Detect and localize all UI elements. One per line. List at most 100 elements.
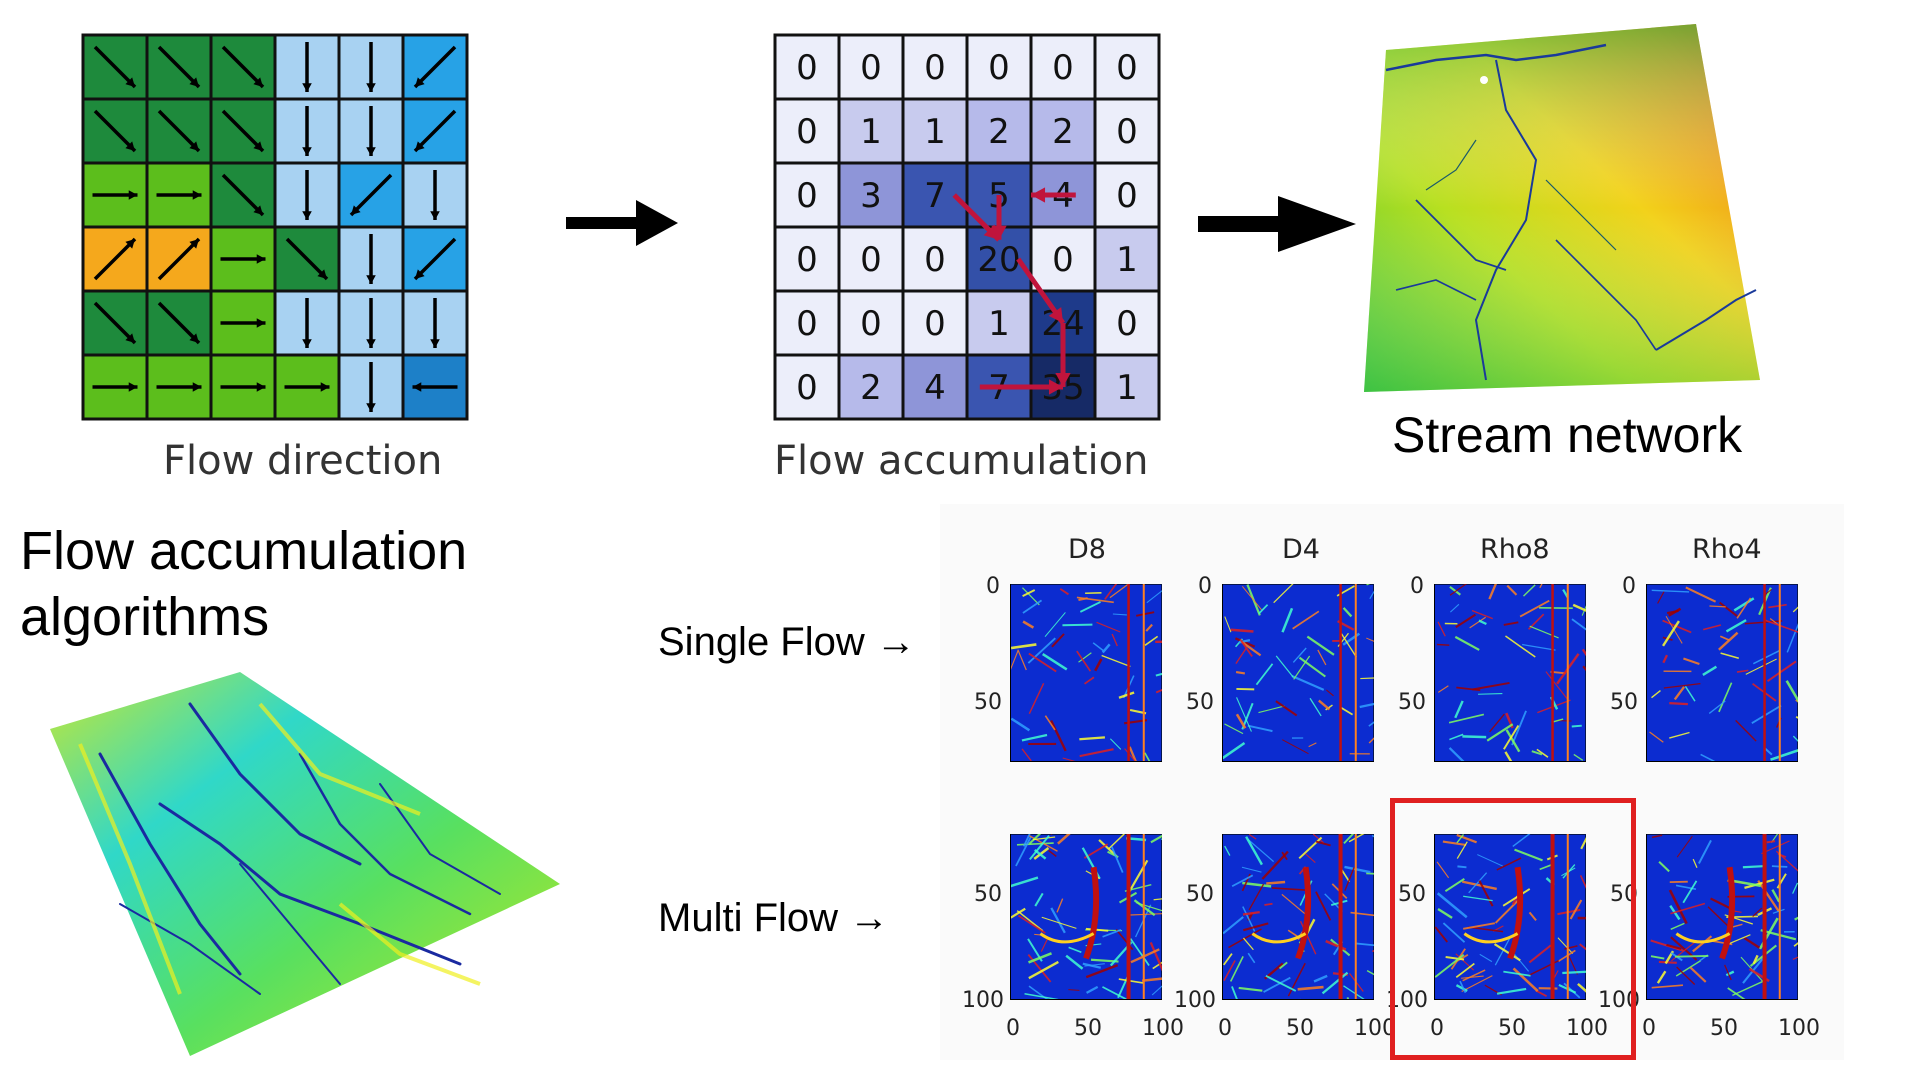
ytick: 50 <box>1186 690 1214 715</box>
ytick: 100 <box>962 988 1004 1013</box>
direction-arrow-icon <box>221 45 265 89</box>
direction-arrowhead-icon <box>317 269 327 279</box>
ytick: 0 <box>986 574 1000 599</box>
accumulation-value: 4 <box>924 368 946 408</box>
accumulation-value: 2 <box>860 368 882 408</box>
heatmap-multi-rho4 <box>1646 834 1798 1000</box>
xtick: 0 <box>1430 1016 1444 1041</box>
panel-title-d4: D4 <box>1282 534 1320 565</box>
accumulation-value: 0 <box>1116 112 1138 152</box>
ytick: 50 <box>1610 690 1638 715</box>
direction-arrowhead-icon <box>366 339 376 348</box>
ytick: 50 <box>1398 882 1426 907</box>
direction-arrowhead-icon <box>189 239 199 249</box>
flow-accumulation-cell <box>1093 97 1161 165</box>
single-flow-label: Single Flow → <box>658 620 916 664</box>
accumulation-value: 0 <box>796 48 818 88</box>
flow-path-arrowhead-icon <box>1048 379 1063 395</box>
ytick: 50 <box>1186 882 1214 907</box>
flow-accumulation-terrain <box>50 672 560 1056</box>
direction-arrow-icon <box>93 237 137 281</box>
direction-arrowhead-icon <box>192 190 202 200</box>
accumulation-value: 0 <box>796 368 818 408</box>
direction-arrowhead-icon <box>351 205 361 215</box>
direction-arrow-icon <box>413 109 457 153</box>
direction-arrow-icon <box>413 237 457 281</box>
accumulation-value: 0 <box>1052 48 1074 88</box>
direction-arrowhead-icon <box>302 211 312 220</box>
direction-arrowhead-icon <box>366 275 376 284</box>
direction-arrowhead-icon <box>302 83 312 92</box>
flow-accumulation-cell <box>1093 33 1161 101</box>
direction-arrowhead-icon <box>253 141 263 151</box>
direction-arrowhead-icon <box>302 147 312 156</box>
accumulation-value: 1 <box>988 304 1010 344</box>
accumulation-value: 2 <box>988 112 1010 152</box>
direction-arrow-icon <box>285 237 329 281</box>
direction-arrow-icon <box>157 237 201 281</box>
accumulation-value: 0 <box>1116 48 1138 88</box>
flow-accumulation-cell <box>901 33 969 101</box>
direction-arrowhead-icon <box>253 77 263 87</box>
direction-arrow-icon <box>221 173 265 217</box>
ytick: 100 <box>1174 988 1216 1013</box>
direction-arrowhead-icon <box>415 77 425 87</box>
flow-path-arrowhead-icon <box>1055 372 1071 387</box>
direction-arrowhead-icon <box>128 190 138 200</box>
direction-arrowhead-icon <box>430 339 440 348</box>
flow-direction-caption: Flow direction <box>163 438 443 484</box>
direction-arrow-icon <box>221 109 265 153</box>
flow-path-arrowhead-icon <box>1031 187 1046 203</box>
direction-arrow-icon <box>93 301 137 345</box>
ytick: 50 <box>974 882 1002 907</box>
xtick: 50 <box>1498 1016 1526 1041</box>
flow-direction-cell <box>401 33 469 101</box>
direction-arrowhead-icon <box>256 254 266 264</box>
direction-arrowhead-icon <box>189 141 199 151</box>
heatmap-single-rho8 <box>1434 584 1586 762</box>
accumulation-value: 0 <box>1052 240 1074 280</box>
direction-arrow-icon <box>157 45 201 89</box>
process-arrow-icon <box>566 200 678 246</box>
flow-accumulation-caption: Flow accumulation <box>774 438 1149 484</box>
heatmap-multi-d8 <box>1010 834 1162 1000</box>
xtick: 50 <box>1074 1016 1102 1041</box>
xtick: 50 <box>1710 1016 1738 1041</box>
direction-arrow-icon <box>93 109 137 153</box>
panel-title-rho4: Rho4 <box>1692 534 1762 565</box>
flow-accumulation-cell <box>1093 225 1161 293</box>
ytick: 50 <box>974 690 1002 715</box>
accumulation-value: 1 <box>924 112 946 152</box>
accumulation-value: 0 <box>860 304 882 344</box>
direction-arrowhead-icon <box>415 269 425 279</box>
accumulation-value: 0 <box>860 240 882 280</box>
accumulation-value: 0 <box>860 48 882 88</box>
xtick: 100 <box>1778 1016 1820 1041</box>
accumulation-value: 3 <box>860 176 882 216</box>
section-title-line2: algorithms <box>20 587 270 647</box>
direction-arrow-icon <box>157 109 201 153</box>
direction-arrowhead-icon <box>256 382 266 392</box>
panel-title-d8: D8 <box>1068 534 1106 565</box>
stream-network-caption: Stream network <box>1392 407 1743 463</box>
ytick: 0 <box>1410 574 1424 599</box>
direction-arrowhead-icon <box>253 205 263 215</box>
direction-arrow-icon <box>93 45 137 89</box>
accumulation-value: 0 <box>924 240 946 280</box>
flow-accumulation-cell <box>773 353 841 421</box>
accumulation-value: 0 <box>1116 176 1138 216</box>
flow-accumulation-cell <box>837 353 905 421</box>
ytick: 50 <box>1398 690 1426 715</box>
direction-arrowhead-icon <box>320 382 330 392</box>
accumulation-value: 1 <box>860 112 882 152</box>
direction-arrow-icon <box>349 173 393 217</box>
direction-arrowhead-icon <box>125 239 135 249</box>
direction-arrowhead-icon <box>125 141 135 151</box>
rho8-multi-highlight <box>1390 798 1636 1060</box>
flow-accumulation-grid: 000000011220037540000200100012400247351 <box>773 33 1161 421</box>
flow-accumulation-cell <box>965 97 1033 165</box>
direction-arrowhead-icon <box>366 403 376 412</box>
heatmap-single-rho4 <box>1646 584 1798 762</box>
heatmap-single-d8 <box>1010 584 1162 762</box>
flow-path-arrowhead-icon <box>1048 307 1063 323</box>
